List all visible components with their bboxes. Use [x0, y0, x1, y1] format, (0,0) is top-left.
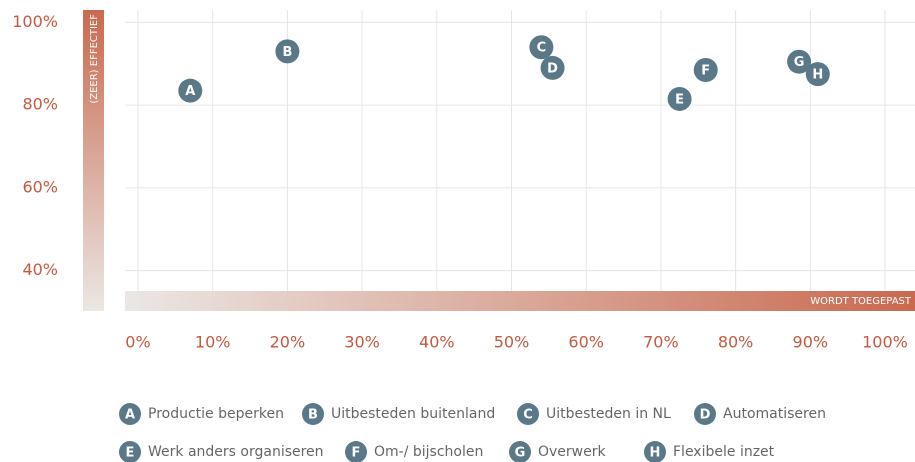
x-tick-label: 60% — [568, 333, 604, 352]
legend-marker — [509, 441, 531, 462]
x-tick-label: 80% — [718, 333, 754, 352]
point — [693, 57, 718, 82]
point-label: E — [675, 92, 684, 107]
legend-marker — [644, 441, 666, 462]
point — [275, 39, 300, 64]
legend-marker — [345, 441, 367, 462]
legend-label: Productie beperken — [148, 406, 284, 422]
x-axis-bar — [125, 291, 915, 311]
x-tick-label: 30% — [344, 333, 380, 352]
legend-label: Flexibele inzet — [673, 444, 775, 460]
point-label: D — [547, 61, 558, 76]
x-tick-label: 20% — [270, 333, 306, 352]
point — [667, 86, 692, 111]
y-tick-label: 80% — [22, 95, 58, 114]
x-tick-label: 70% — [643, 333, 679, 352]
legend-marker-label: A — [125, 408, 135, 423]
x-tick-label: 90% — [793, 333, 829, 352]
point-label: G — [794, 55, 805, 70]
legend-marker-label: G — [515, 446, 526, 461]
legend-marker-label: B — [308, 408, 318, 423]
legend-marker — [694, 403, 716, 425]
point-label: B — [282, 45, 292, 60]
y-tick-label: 40% — [22, 260, 58, 279]
point-label: F — [701, 63, 710, 78]
legend-marker-label: D — [700, 408, 711, 423]
point — [540, 55, 565, 80]
x-axis-title: WORDT TOEGEPAST — [810, 296, 912, 307]
legend-marker-label: C — [523, 408, 533, 423]
x-tick-label: 100% — [862, 333, 908, 352]
y-tick-label: 100% — [12, 12, 58, 31]
point — [178, 78, 203, 103]
legend-marker-label: E — [126, 446, 135, 461]
legend-label: Uitbesteden in NL — [546, 406, 671, 422]
legend-marker — [302, 403, 324, 425]
y-axis-title: (ZEER) EFFECTIEF — [89, 14, 100, 104]
x-tick-label: 10% — [195, 333, 231, 352]
x-tick-label: 0% — [125, 333, 150, 352]
legend-label: Om-/ bijscholen — [374, 444, 483, 460]
legend-marker-label: F — [352, 446, 361, 461]
x-tick-label: 40% — [419, 333, 455, 352]
y-tick-label: 60% — [22, 177, 58, 196]
point-label: H — [812, 68, 823, 83]
point-label: A — [185, 84, 195, 99]
legend-label: Uitbesteden buitenland — [331, 406, 495, 422]
point — [805, 62, 830, 87]
legend-label: Overwerk — [538, 444, 606, 460]
legend-marker-label: H — [650, 446, 661, 461]
legend-label: Automatiseren — [723, 406, 826, 422]
point — [787, 49, 812, 74]
legend-marker — [119, 403, 141, 425]
point-label: C — [537, 41, 547, 56]
x-tick-label: 50% — [494, 333, 530, 352]
legend-label: Werk anders organiseren — [148, 444, 324, 460]
point — [529, 35, 554, 60]
legend-marker — [517, 403, 539, 425]
y-axis-bar — [83, 10, 104, 311]
legend-marker — [119, 441, 141, 462]
